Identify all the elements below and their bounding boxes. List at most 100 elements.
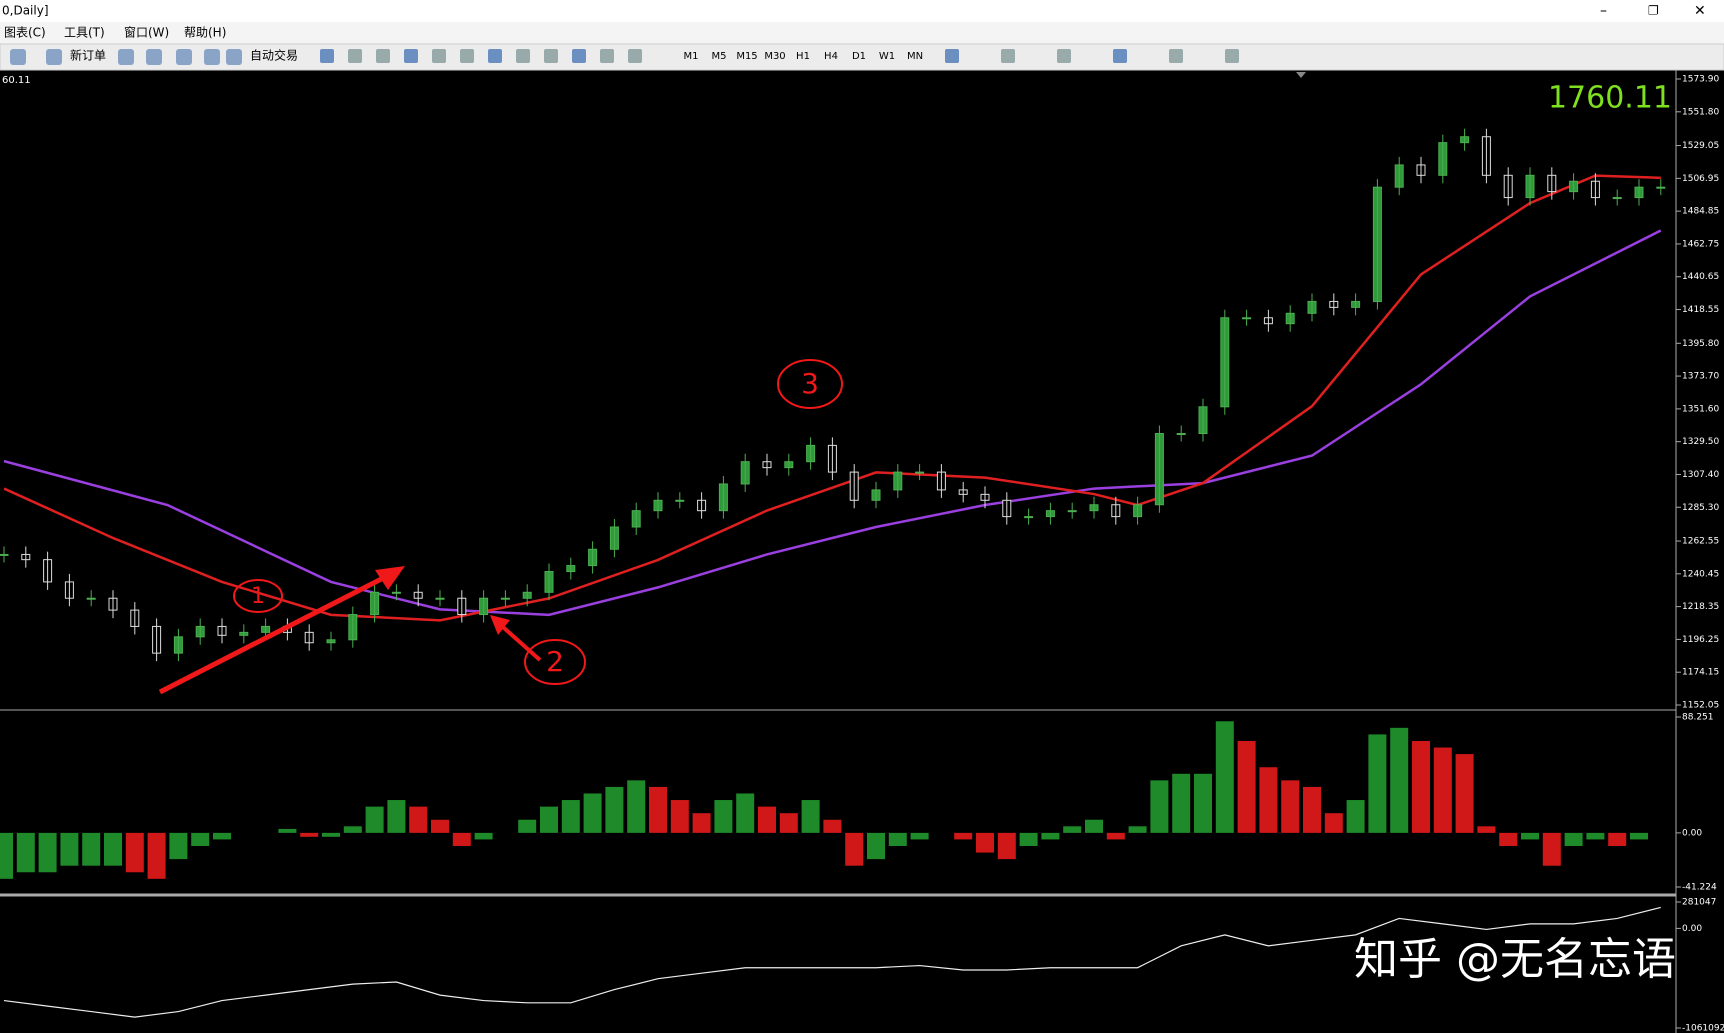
macd-bar: [278, 828, 297, 833]
menu-item[interactable]: 窗口(W): [124, 26, 169, 40]
circle-2: [524, 639, 586, 685]
y-tick-label: 1573.90: [1682, 75, 1719, 85]
timeframe-button[interactable]: M30: [764, 51, 785, 62]
menu-bar: [0, 22, 1724, 44]
toolbar-icon[interactable]: [226, 49, 242, 65]
macd-bar: [1085, 819, 1103, 833]
toolbar-button[interactable]: 新订单: [70, 48, 106, 63]
macd-bar: [1063, 826, 1082, 833]
macd-bar: [1586, 832, 1605, 840]
macd-bar: [1433, 747, 1452, 833]
menu-item[interactable]: 图表(C): [4, 26, 46, 40]
toolbar-icon[interactable]: [376, 49, 390, 63]
macd-bar: [387, 800, 406, 833]
timeframe-button[interactable]: M15: [736, 51, 757, 62]
timeframe-button[interactable]: M1: [684, 51, 699, 62]
timeframe-button[interactable]: D1: [852, 51, 866, 62]
macd-bar: [1215, 721, 1234, 833]
toolbar-icon[interactable]: [46, 49, 62, 65]
macd-bar: [1194, 773, 1212, 833]
macd-bar: [1324, 813, 1343, 833]
toolbar-icon[interactable]: [488, 49, 502, 63]
title-bar: [0, 0, 1724, 22]
timeframe-button[interactable]: H1: [796, 51, 810, 62]
toolbar-icon[interactable]: [945, 49, 959, 63]
toolbar: [0, 43, 1724, 71]
restore[interactable]: ❐: [1648, 4, 1659, 18]
y-tick-label: 1418.55: [1682, 305, 1719, 315]
y-tick-label: 1373.70: [1682, 372, 1719, 382]
macd-bar: [1608, 832, 1627, 847]
moving-average: [3, 229, 1662, 617]
y-tick-label: 1240.45: [1682, 569, 1719, 579]
macd-bar: [452, 832, 471, 847]
macd-bar: [82, 832, 101, 866]
macd-bar: [0, 832, 13, 879]
macd-bar: [976, 832, 994, 853]
y-tick-label: 1462.75: [1682, 239, 1719, 249]
y-tick-label: 0.00: [1682, 924, 1702, 934]
arrowhead: [375, 566, 405, 590]
macd-bar: [867, 832, 885, 860]
macd-bar: [1172, 773, 1191, 833]
toolbar-icon[interactable]: [176, 49, 192, 65]
macd-bar: [322, 832, 340, 837]
toolbar-icon[interactable]: [460, 49, 474, 63]
toolbar-icon[interactable]: [516, 49, 530, 63]
macd-bar: [1041, 832, 1060, 840]
toolbar-icon[interactable]: [1057, 49, 1071, 63]
arrowhead: [490, 615, 510, 635]
toolbar-icon[interactable]: [572, 49, 586, 63]
chart-area: [0, 70, 1677, 1033]
toolbar-icon[interactable]: [432, 49, 446, 63]
macd-bar: [16, 832, 35, 873]
macd-bar: [627, 780, 646, 833]
toolbar-icon[interactable]: [320, 49, 334, 63]
menu-item[interactable]: 工具(T): [64, 26, 105, 40]
toolbar-icon[interactable]: [204, 49, 220, 65]
toolbar-icon[interactable]: [404, 49, 418, 63]
macd-bar: [1368, 734, 1387, 833]
toolbar-icon[interactable]: [544, 49, 558, 63]
watermark: 知乎 @无名忘语: [1354, 934, 1676, 985]
toolbar-icon[interactable]: [348, 49, 362, 63]
toolbar-button[interactable]: 自动交易: [250, 48, 298, 63]
y-tick-label: -41.224: [1682, 883, 1717, 893]
timeframe-button[interactable]: H4: [824, 51, 838, 62]
macd-bar: [60, 832, 79, 866]
menu-item[interactable]: 帮助(H): [184, 26, 226, 40]
annotation-2: 2: [546, 645, 564, 678]
toolbar-icon[interactable]: [1001, 49, 1015, 63]
toolbar-icon[interactable]: [628, 49, 642, 63]
timeframe-button[interactable]: M5: [712, 51, 727, 62]
indicator-line: [3, 906, 1661, 1018]
toolbar-icon[interactable]: [1113, 49, 1127, 63]
toolbar-icon[interactable]: [118, 49, 134, 65]
macd-bar: [779, 813, 798, 833]
y-tick-label: 1440.65: [1682, 272, 1719, 282]
toolbar-icon[interactable]: [1225, 49, 1239, 63]
macd-bar: [758, 806, 776, 833]
macd-bar: [1281, 780, 1300, 833]
macd-bar: [845, 832, 864, 866]
toolbar-icon[interactable]: [1169, 49, 1183, 63]
macd-bar: [670, 800, 689, 833]
toolbar-icon[interactable]: [146, 49, 162, 65]
toolbar-icon[interactable]: [600, 49, 614, 63]
minimize[interactable]: –: [1600, 3, 1607, 19]
y-tick-label: 1484.85: [1682, 207, 1719, 217]
macd-bar: [1150, 780, 1169, 833]
y-tick-label: 1329.50: [1682, 437, 1719, 447]
y-tick-label: 1395.80: [1682, 339, 1719, 349]
annotation-3: 3: [801, 367, 819, 400]
toolbar-icon[interactable]: [10, 49, 26, 65]
trend-arrow: [158, 569, 397, 695]
close[interactable]: ✕: [1694, 3, 1706, 19]
y-tick-label: 0.00: [1682, 828, 1702, 838]
macd-bar: [714, 800, 733, 833]
macd-bar: [518, 819, 537, 833]
macd-bar: [692, 813, 711, 833]
timeframe-button[interactable]: MN: [907, 51, 923, 62]
circle-1: [233, 579, 283, 613]
timeframe-button[interactable]: W1: [879, 51, 895, 62]
